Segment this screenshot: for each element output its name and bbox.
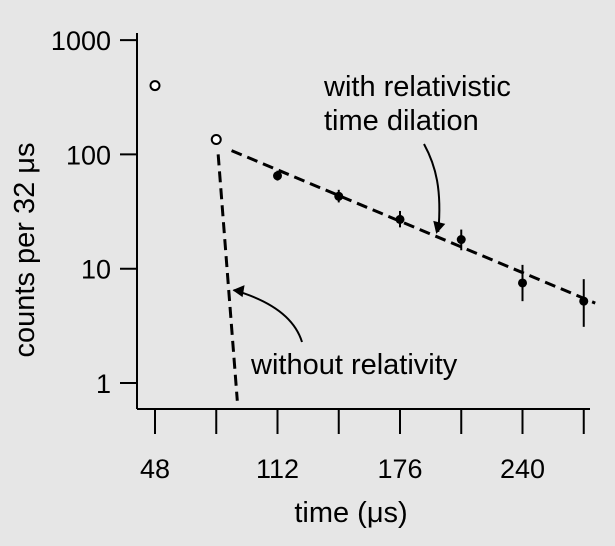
open-data-point [149, 80, 161, 92]
fit-line [216, 154, 239, 401]
filled-data-point [273, 171, 282, 181]
filled-data-point [395, 214, 405, 224]
filled-data-point [579, 296, 589, 306]
y-axis-label: counts per 32 μs [9, 143, 41, 358]
x-tick-label: 240 [500, 454, 545, 484]
fit-lines [216, 149, 596, 401]
arrowhead-icon [232, 285, 245, 298]
annotation-arrow [233, 289, 303, 343]
open-data-point [210, 134, 222, 146]
annotations: with relativistic time dilation without re… [232, 71, 511, 381]
x-axis-label: time (μs) [294, 497, 407, 529]
fit-line [230, 149, 596, 305]
filled-data-point [456, 235, 466, 245]
filled-data-point [334, 191, 344, 201]
arrowhead-icon [433, 220, 446, 234]
annotation-without-relativity: without relativity [250, 349, 458, 381]
y-tick-label: 10 [81, 255, 111, 285]
annotation-with-relativity: with relativistic time dilation [323, 71, 511, 137]
annotation-arrow [423, 143, 441, 232]
y-tick-label: 1000 [51, 26, 111, 56]
annotation-line: time dilation [324, 105, 479, 137]
axes: 1 10 100 1000 48 112 176 240 [51, 26, 590, 484]
data-points [149, 80, 589, 327]
x-tick-label: 176 [377, 454, 422, 484]
annotation-line: with relativistic [323, 71, 511, 103]
filled-data-point [518, 278, 527, 288]
y-tick-label: 1 [96, 369, 111, 399]
y-tick-label: 100 [66, 140, 111, 170]
x-tick-label: 48 [140, 454, 170, 484]
x-tick-label: 112 [256, 454, 299, 484]
